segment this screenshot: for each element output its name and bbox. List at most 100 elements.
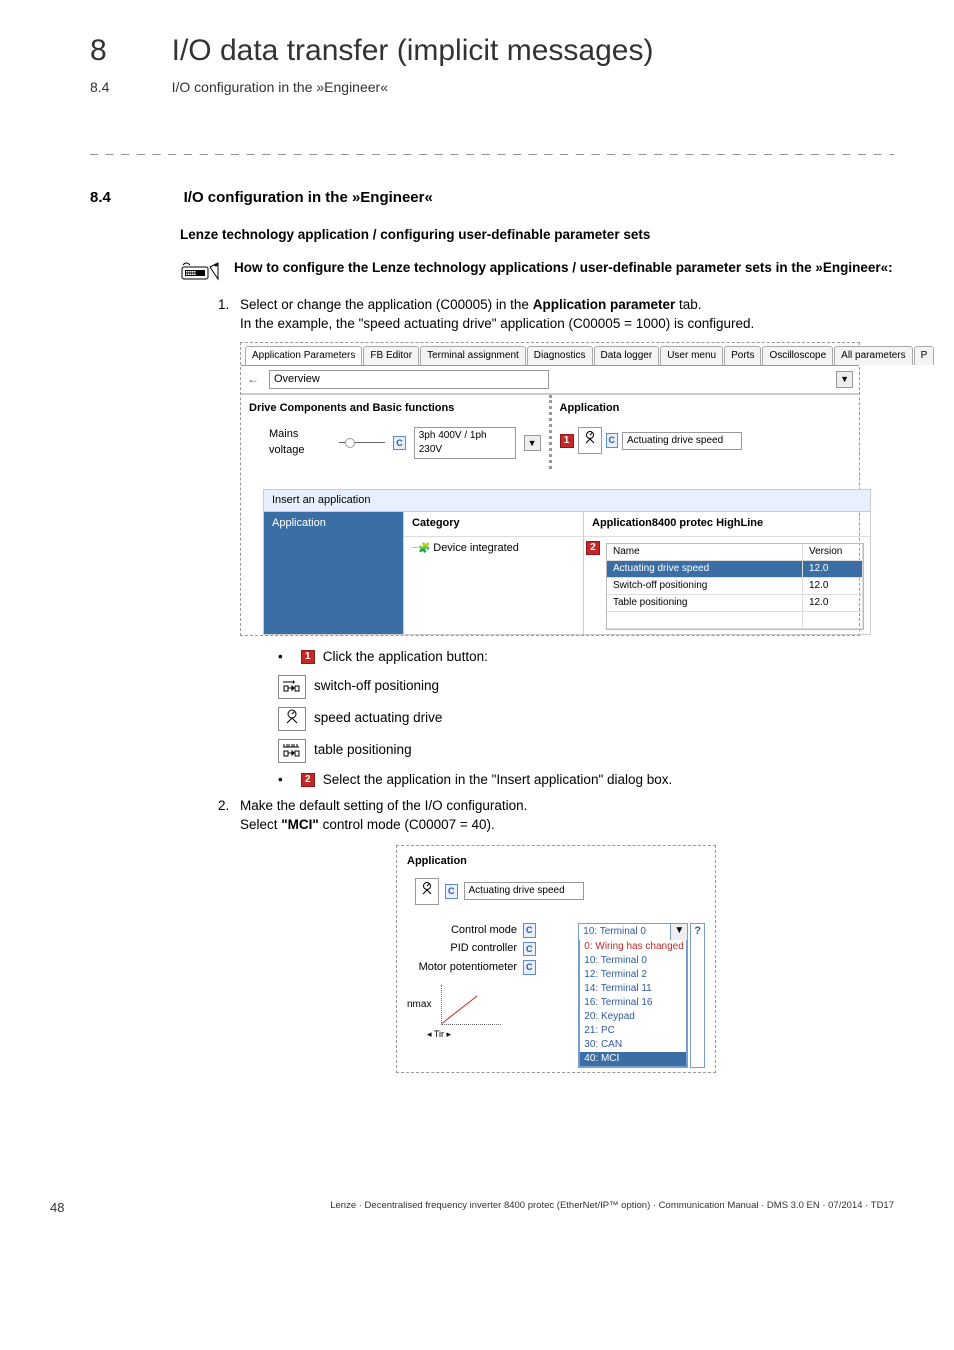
panel-drive-components: Drive Components and Basic functions Mai… <box>241 395 552 468</box>
opt-1[interactable]: 10: Terminal 0 <box>580 954 686 968</box>
dropdown-list: 0: Wiring has changed 10: Terminal 0 12:… <box>579 940 687 1067</box>
subheader-num: 8.4 <box>90 78 168 98</box>
bullet-table: table positioning <box>278 739 894 763</box>
opt-7[interactable]: 30: CAN <box>580 1038 686 1052</box>
intro-text: Lenze technology application / configuri… <box>180 226 894 245</box>
bullet-1: 1Click the application button: <box>278 648 894 667</box>
insert-col-category-h: Category <box>404 512 583 536</box>
tab-fb-editor[interactable]: FB Editor <box>363 346 419 365</box>
tab-app-params[interactable]: Application Parameters <box>245 346 362 365</box>
step-2: 2.Make the default setting of the I/O co… <box>218 797 894 1073</box>
step-1-sub: In the example, the "speed actuating dri… <box>240 315 894 334</box>
insert-col-application[interactable]: Application <box>264 512 404 633</box>
opt-2[interactable]: 12: Terminal 2 <box>580 968 686 982</box>
bullet-switchoff: switch-off positioning <box>278 675 894 699</box>
panel-right-heading: Application <box>560 401 852 416</box>
pid-label: PID controller <box>407 941 517 956</box>
app-grid: NameVersion Actuating drive speed12.0 Sw… <box>606 543 864 630</box>
howto-block: How to configure the Lenze technology ap… <box>180 259 894 288</box>
nmax-graph-icon <box>441 985 501 1025</box>
marker-2: 2 <box>586 541 600 555</box>
s2-app-icon[interactable] <box>415 878 439 905</box>
overview-combo[interactable]: Overview <box>269 370 549 389</box>
screenshot-engineer-2: Application C Actuating drive speed Cont… <box>396 845 716 1073</box>
grid-h-name: Name <box>607 544 803 561</box>
marker-1-inline: 1 <box>301 650 315 664</box>
opt-6[interactable]: 21: PC <box>580 1024 686 1038</box>
app-name-input[interactable]: Actuating drive speed <box>622 432 742 450</box>
back-arrow-icon[interactable]: ← <box>247 371 259 388</box>
panel-application: Application 1 C Actuating drive speed <box>552 395 860 468</box>
chapter-header: 8 I/O data transfer (implicit messages) <box>90 30 894 72</box>
opt-5[interactable]: 20: Keypad <box>580 1010 686 1024</box>
opt-8[interactable]: 40: MCI <box>580 1052 686 1066</box>
tab-diagnostics[interactable]: Diagnostics <box>527 346 593 365</box>
step-1: 1.Select or change the application (C000… <box>218 296 894 789</box>
tab-usermenu[interactable]: User menu <box>660 346 723 365</box>
voltage-input[interactable]: 3ph 400V / 1ph 230V <box>414 427 516 459</box>
section-heading: 8.4 I/O configuration in the »Engineer« <box>90 187 894 208</box>
marker-2-inline: 2 <box>301 773 315 787</box>
dd-caret-icon[interactable]: ▼ <box>670 924 687 940</box>
opt-3[interactable]: 14: Terminal 11 <box>580 982 686 996</box>
s2-app-input[interactable]: Actuating drive speed <box>464 882 584 900</box>
separator: _ _ _ _ _ _ _ _ _ _ _ _ _ _ _ _ _ _ _ _ … <box>90 138 894 158</box>
c-badge-cm[interactable]: C <box>523 923 536 938</box>
motor-label: Motor potentiometer <box>407 960 517 975</box>
subheader: 8.4 I/O configuration in the »Engineer« <box>90 78 894 98</box>
s2-c-badge[interactable]: C <box>445 884 458 899</box>
footer-text: Lenze · Decentralised frequency inverter… <box>330 1199 894 1217</box>
bullet-speed: speed actuating drive <box>278 707 894 731</box>
opt-4[interactable]: 16: Terminal 16 <box>580 996 686 1010</box>
mains-voltage-label: Mains voltage <box>269 427 331 458</box>
table-icon <box>278 739 306 763</box>
insert-dialog-title: Insert an application <box>263 489 871 512</box>
chapter-title: I/O data transfer (implicit messages) <box>172 30 654 72</box>
nmax-block: nmax <box>407 985 536 1025</box>
dropdown-caret-icon[interactable]: ▼ <box>836 371 853 388</box>
grid-row-2[interactable]: Table positioning12.0 <box>607 595 863 612</box>
subheader-title: I/O configuration in the »Engineer« <box>172 78 388 98</box>
tab-oscilloscope[interactable]: Oscilloscope <box>762 346 833 365</box>
section-num: 8.4 <box>90 187 180 208</box>
howto-icon <box>180 259 224 288</box>
grid-row-0[interactable]: Actuating drive speed12.0 <box>607 561 863 578</box>
speed-icon <box>278 707 306 731</box>
insert-col3-heading: Application8400 protec HighLine <box>584 512 870 536</box>
page-footer: 48 Lenze · Decentralised frequency inver… <box>90 1193 894 1217</box>
help-button[interactable]: ? <box>690 923 705 1068</box>
tree-icon: ┈🧩 <box>412 543 433 554</box>
step-2-sub: Select "MCI" control mode (C00007 = 40). <box>240 816 894 835</box>
bullet-2: 2Select the application in the "Insert a… <box>278 771 894 790</box>
control-mode-label: Control mode <box>407 923 517 938</box>
tab-overflow[interactable]: P <box>914 346 935 365</box>
c-badge-motor[interactable]: C <box>523 960 536 975</box>
tir-nav[interactable]: ◂ Tir ▸ <box>427 1028 536 1041</box>
grid-row-1[interactable]: Switch-off positioning12.0 <box>607 578 863 595</box>
chapter-number: 8 <box>90 30 168 72</box>
insert-application-dialog: Insert an application Application Catego… <box>263 489 871 635</box>
howto-text: How to configure the Lenze technology ap… <box>234 259 893 278</box>
panel-left-heading: Drive Components and Basic functions <box>249 401 541 416</box>
screenshot-engineer-1: Application Parameters FB Editor Termina… <box>240 342 860 636</box>
opt-0[interactable]: 0: Wiring has changed <box>580 940 686 954</box>
c-badge-2[interactable]: C <box>606 433 619 448</box>
category-item[interactable]: ┈🧩 Device integrated <box>404 537 583 576</box>
c-badge[interactable]: C <box>393 436 406 451</box>
slider-icon[interactable] <box>339 442 385 443</box>
c-badge-pid[interactable]: C <box>523 942 536 957</box>
tab-terminal[interactable]: Terminal assignment <box>420 346 526 365</box>
tab-allparams[interactable]: All parameters <box>834 346 912 365</box>
app-speed-icon[interactable] <box>578 427 602 454</box>
nav-row: ← Overview ▼ <box>241 366 859 394</box>
marker-1: 1 <box>560 434 574 448</box>
voltage-caret-icon[interactable]: ▼ <box>524 435 541 452</box>
grid-h-ver: Version <box>803 544 863 561</box>
switchoff-icon <box>278 675 306 699</box>
section-title: I/O configuration in the »Engineer« <box>184 187 433 208</box>
tab-row: Application Parameters FB Editor Termina… <box>241 343 859 366</box>
s2-heading: Application <box>407 854 705 869</box>
tab-ports[interactable]: Ports <box>724 346 761 365</box>
control-mode-dropdown[interactable]: 10: Terminal 0 ▼ 0: Wiring has changed 10… <box>578 923 688 1068</box>
tab-datalogger[interactable]: Data logger <box>594 346 660 365</box>
